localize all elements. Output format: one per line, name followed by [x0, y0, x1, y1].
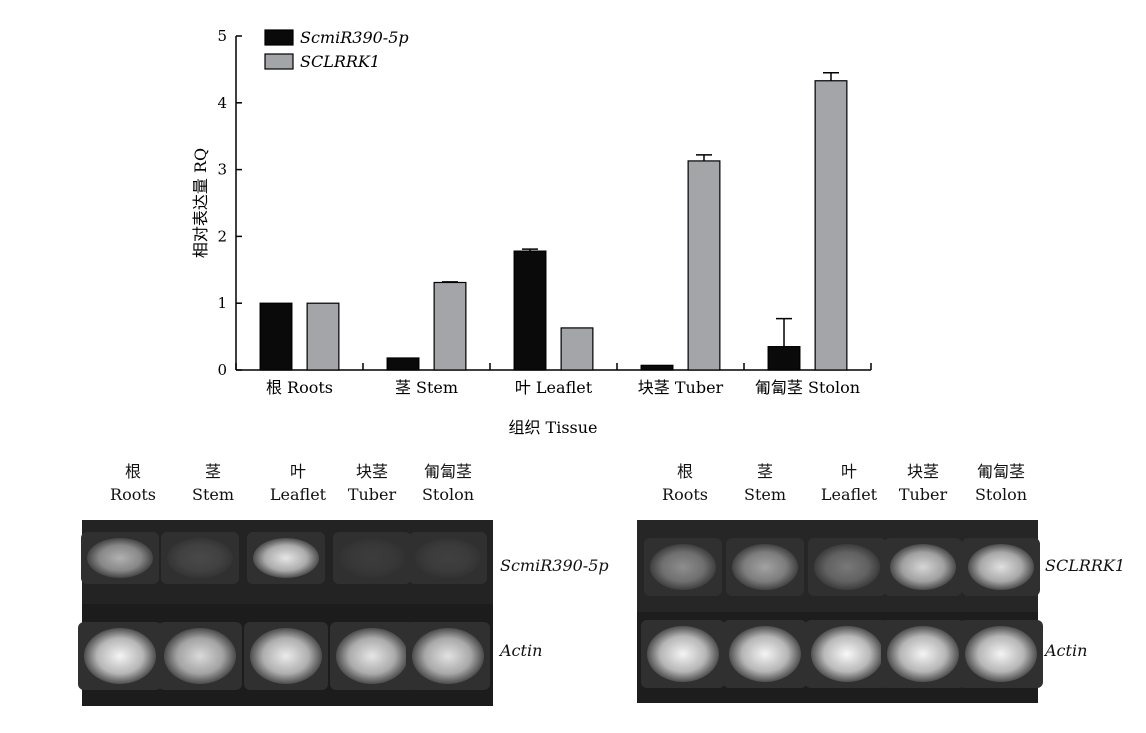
lane-header-en: Stem — [743, 485, 787, 504]
gel-lane-header: 匍匐茎 Stolon — [403, 460, 493, 506]
bar-SCLRRK1 — [560, 327, 594, 371]
lane-header-en: Leaflet — [820, 485, 878, 504]
gel-lane-header: 茎 Stem — [720, 460, 810, 506]
lane-header-zh: 叶 — [289, 462, 306, 481]
legend-label: SCLRRK1 — [300, 52, 380, 71]
gel-lane-header: 匍匐茎 Stolon — [956, 460, 1046, 506]
lane-header-zh: 匍匐茎 — [976, 462, 1025, 481]
lane-header-zh: 茎 — [756, 462, 773, 481]
bars — [259, 71, 848, 371]
lane-header-en: Leaflet — [269, 485, 327, 504]
lane-header-en: Roots — [662, 485, 708, 504]
target-band — [650, 544, 716, 590]
actin-band — [647, 626, 719, 682]
gel-lane-header: 茎 Stem — [168, 460, 258, 506]
lane-header-zh: 根 — [124, 462, 141, 481]
lane-header-en: Stem — [191, 485, 235, 504]
bar-SCLRRK1 — [814, 80, 848, 371]
x-tick-label: 块茎 Tuber — [638, 378, 724, 397]
x-ticks: 根 Roots 茎 Stem 叶 Leaflet 块茎 Tuber 匍匐茎 Stolon — [235, 363, 872, 397]
gel-lane-header: 块茎 Tuber — [327, 460, 417, 506]
bar-SCLRRK1 — [687, 160, 721, 371]
bar-ScmiR390-5p — [386, 357, 420, 371]
actin-band — [84, 628, 156, 684]
lane-header-zh: 匍匐茎 — [423, 462, 472, 481]
target-band — [968, 544, 1034, 590]
gel-lane-header: 根 Roots — [640, 460, 730, 506]
lane-header-zh: 叶 — [840, 462, 857, 481]
actin-band — [250, 628, 322, 684]
legend: ScmiR390-5p SCLRRK1 — [264, 28, 409, 71]
lane-header-zh: 块茎 — [355, 462, 388, 481]
y-axis-label: 相对表达量 RQ — [191, 148, 210, 258]
target-band — [167, 538, 233, 578]
x-tick-label: 叶 Leaflet — [515, 378, 593, 397]
bar-ScmiR390-5p — [767, 346, 801, 371]
target-band — [890, 544, 956, 590]
target-band — [814, 544, 880, 590]
y-tick-label: 3 — [217, 161, 227, 179]
gel-left-target-label: ScmiR390-5p — [500, 556, 609, 575]
legend-swatch — [264, 53, 294, 70]
gel-lane — [409, 532, 487, 584]
legend-swatch — [264, 29, 294, 46]
bar-ScmiR390-5p — [513, 250, 547, 371]
lane-header-en: Tuber — [898, 485, 948, 504]
actin-band — [729, 626, 801, 682]
gel-lane-header: 叶 Leaflet — [253, 460, 343, 506]
bar-chart: 0 1 2 3 4 5 根 Roots 茎 Stem 叶 Leaflet 块茎 Tuber 匍匐茎… — [191, 27, 872, 437]
actin-band — [887, 626, 959, 682]
y-tick-label: 2 — [217, 227, 227, 245]
lane-header-zh: 块茎 — [906, 462, 939, 481]
x-tick-label: 匍匐茎 Stolon — [755, 378, 860, 397]
bar-ScmiR390-5p — [259, 302, 293, 371]
gel-right-target-label: SCLRRK1 — [1045, 556, 1126, 575]
gel-lane — [161, 532, 239, 584]
gel-lane-header: 块茎 Tuber — [878, 460, 968, 506]
bar-SCLRRK1 — [306, 302, 340, 371]
lane-header-zh: 根 — [676, 462, 693, 481]
gel-lane — [333, 532, 411, 584]
actin-band — [965, 626, 1037, 682]
gel-right-reference-label: Actin — [1045, 641, 1088, 660]
actin-band — [336, 628, 408, 684]
gel-lane — [644, 538, 722, 596]
actin-band — [811, 626, 883, 682]
gel-lane — [808, 538, 886, 596]
target-band — [253, 538, 319, 578]
y-tick-label: 1 — [217, 294, 227, 312]
actin-band — [412, 628, 484, 684]
target-band — [339, 538, 405, 578]
target-band — [87, 538, 153, 578]
gel-image-left — [78, 520, 493, 706]
chart-axes — [235, 36, 871, 371]
gel-lane-header: 叶 Leaflet — [804, 460, 894, 506]
lane-header-en: Roots — [110, 485, 156, 504]
x-tick-label: 根 Roots — [266, 378, 333, 397]
legend-label: ScmiR390-5p — [300, 28, 409, 47]
y-tick-label: 0 — [217, 361, 227, 379]
gel-left-reference-label: Actin — [500, 641, 543, 660]
target-band — [415, 538, 481, 578]
y-tick-label: 4 — [217, 94, 227, 112]
target-band — [732, 544, 798, 590]
gel-lane-header: 根 Roots — [88, 460, 178, 506]
bar-ScmiR390-5p — [640, 364, 674, 371]
lane-header-en: Stolon — [421, 485, 475, 504]
y-tick-label: 5 — [217, 27, 227, 45]
lane-header-zh: 茎 — [204, 462, 221, 481]
lane-header-en: Tuber — [347, 485, 397, 504]
gel-image-right — [637, 520, 1043, 703]
y-ticks: 0 1 2 3 4 5 — [217, 27, 242, 379]
bar-SCLRRK1 — [433, 281, 467, 371]
actin-band — [164, 628, 236, 684]
x-tick-label: 茎 Stem — [395, 378, 458, 397]
lane-header-en: Stolon — [974, 485, 1028, 504]
x-axis-label: 组织 Tissue — [508, 418, 597, 437]
